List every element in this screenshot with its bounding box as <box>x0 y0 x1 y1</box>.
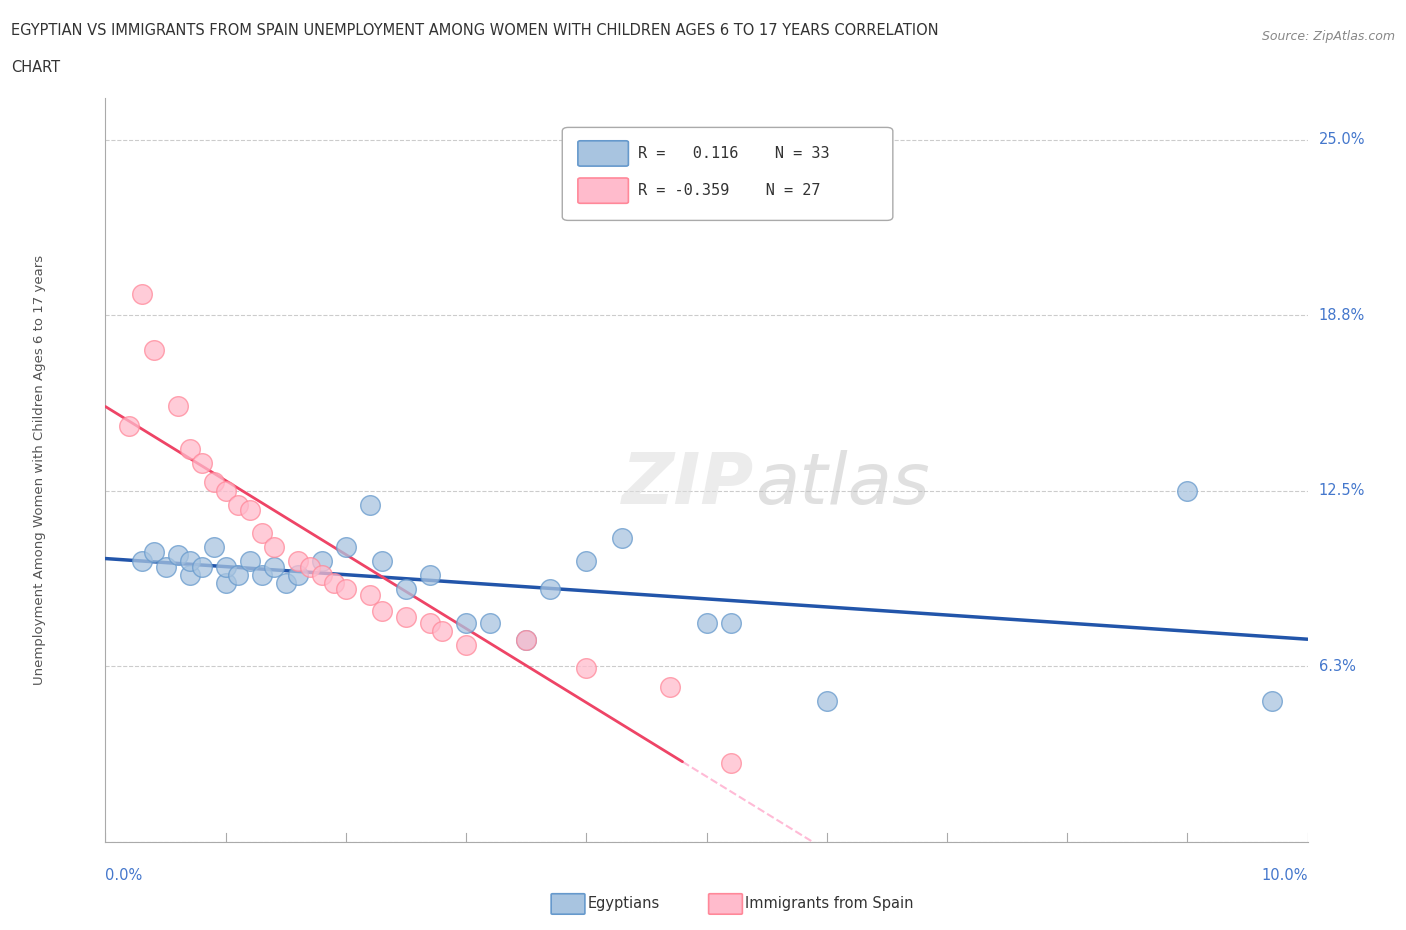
Point <box>419 567 441 582</box>
Point <box>322 576 344 591</box>
FancyBboxPatch shape <box>578 178 628 204</box>
Point <box>250 525 273 540</box>
Point <box>263 559 285 574</box>
Point <box>142 343 165 358</box>
Text: Immigrants from Spain: Immigrants from Spain <box>745 897 914 911</box>
Point <box>359 498 381 512</box>
Point <box>214 559 236 574</box>
Point <box>359 587 381 602</box>
Point <box>287 553 309 568</box>
Text: R =   0.116    N = 33: R = 0.116 N = 33 <box>638 146 830 161</box>
Point <box>202 475 225 490</box>
Point <box>395 609 418 624</box>
Text: 12.5%: 12.5% <box>1319 484 1365 498</box>
Point <box>190 455 212 470</box>
Point <box>659 680 682 695</box>
Point <box>239 553 262 568</box>
Point <box>190 559 212 574</box>
Text: 25.0%: 25.0% <box>1319 132 1365 147</box>
Point <box>131 286 153 301</box>
Text: atlas: atlas <box>755 450 929 519</box>
Point <box>454 638 477 653</box>
Point <box>430 624 453 639</box>
Point <box>395 581 418 596</box>
Point <box>226 567 249 582</box>
Point <box>538 581 561 596</box>
Text: R = -0.359    N = 27: R = -0.359 N = 27 <box>638 183 821 198</box>
Text: 6.3%: 6.3% <box>1319 658 1355 673</box>
Point <box>263 539 285 554</box>
Point <box>311 567 333 582</box>
Point <box>179 567 201 582</box>
Text: ZIP: ZIP <box>623 450 755 519</box>
Point <box>1260 694 1282 709</box>
Point <box>371 553 394 568</box>
Point <box>612 531 634 546</box>
Text: Unemployment Among Women with Children Ages 6 to 17 years: Unemployment Among Women with Children A… <box>32 255 46 684</box>
FancyBboxPatch shape <box>578 140 628 166</box>
Text: Source: ZipAtlas.com: Source: ZipAtlas.com <box>1261 30 1395 43</box>
Point <box>720 616 742 631</box>
Point <box>720 755 742 770</box>
Point <box>166 548 188 563</box>
Point <box>575 553 598 568</box>
Point <box>287 567 309 582</box>
Point <box>142 545 165 560</box>
Point <box>179 441 201 456</box>
Point <box>298 559 321 574</box>
Point <box>479 616 502 631</box>
Point <box>696 616 718 631</box>
Point <box>311 553 333 568</box>
Point <box>419 616 441 631</box>
Point <box>335 581 357 596</box>
Point <box>575 660 598 675</box>
Point <box>202 539 225 554</box>
Point <box>239 503 262 518</box>
Text: 0.0%: 0.0% <box>105 868 142 883</box>
Point <box>155 559 177 574</box>
Point <box>250 567 273 582</box>
Point <box>515 632 537 647</box>
Point <box>179 553 201 568</box>
Point <box>454 616 477 631</box>
Point <box>274 576 297 591</box>
Point <box>118 418 141 433</box>
Point <box>214 484 236 498</box>
FancyBboxPatch shape <box>562 127 893 220</box>
Text: EGYPTIAN VS IMMIGRANTS FROM SPAIN UNEMPLOYMENT AMONG WOMEN WITH CHILDREN AGES 6 : EGYPTIAN VS IMMIGRANTS FROM SPAIN UNEMPL… <box>11 23 939 38</box>
Point <box>166 399 188 414</box>
Point <box>515 632 537 647</box>
Point <box>815 694 838 709</box>
Text: 18.8%: 18.8% <box>1319 308 1365 323</box>
Point <box>214 576 236 591</box>
Point <box>371 604 394 618</box>
Text: Egyptians: Egyptians <box>588 897 659 911</box>
Text: CHART: CHART <box>11 60 60 75</box>
Text: 10.0%: 10.0% <box>1261 868 1308 883</box>
Point <box>335 539 357 554</box>
Point <box>1175 484 1198 498</box>
Point <box>131 553 153 568</box>
Point <box>226 498 249 512</box>
